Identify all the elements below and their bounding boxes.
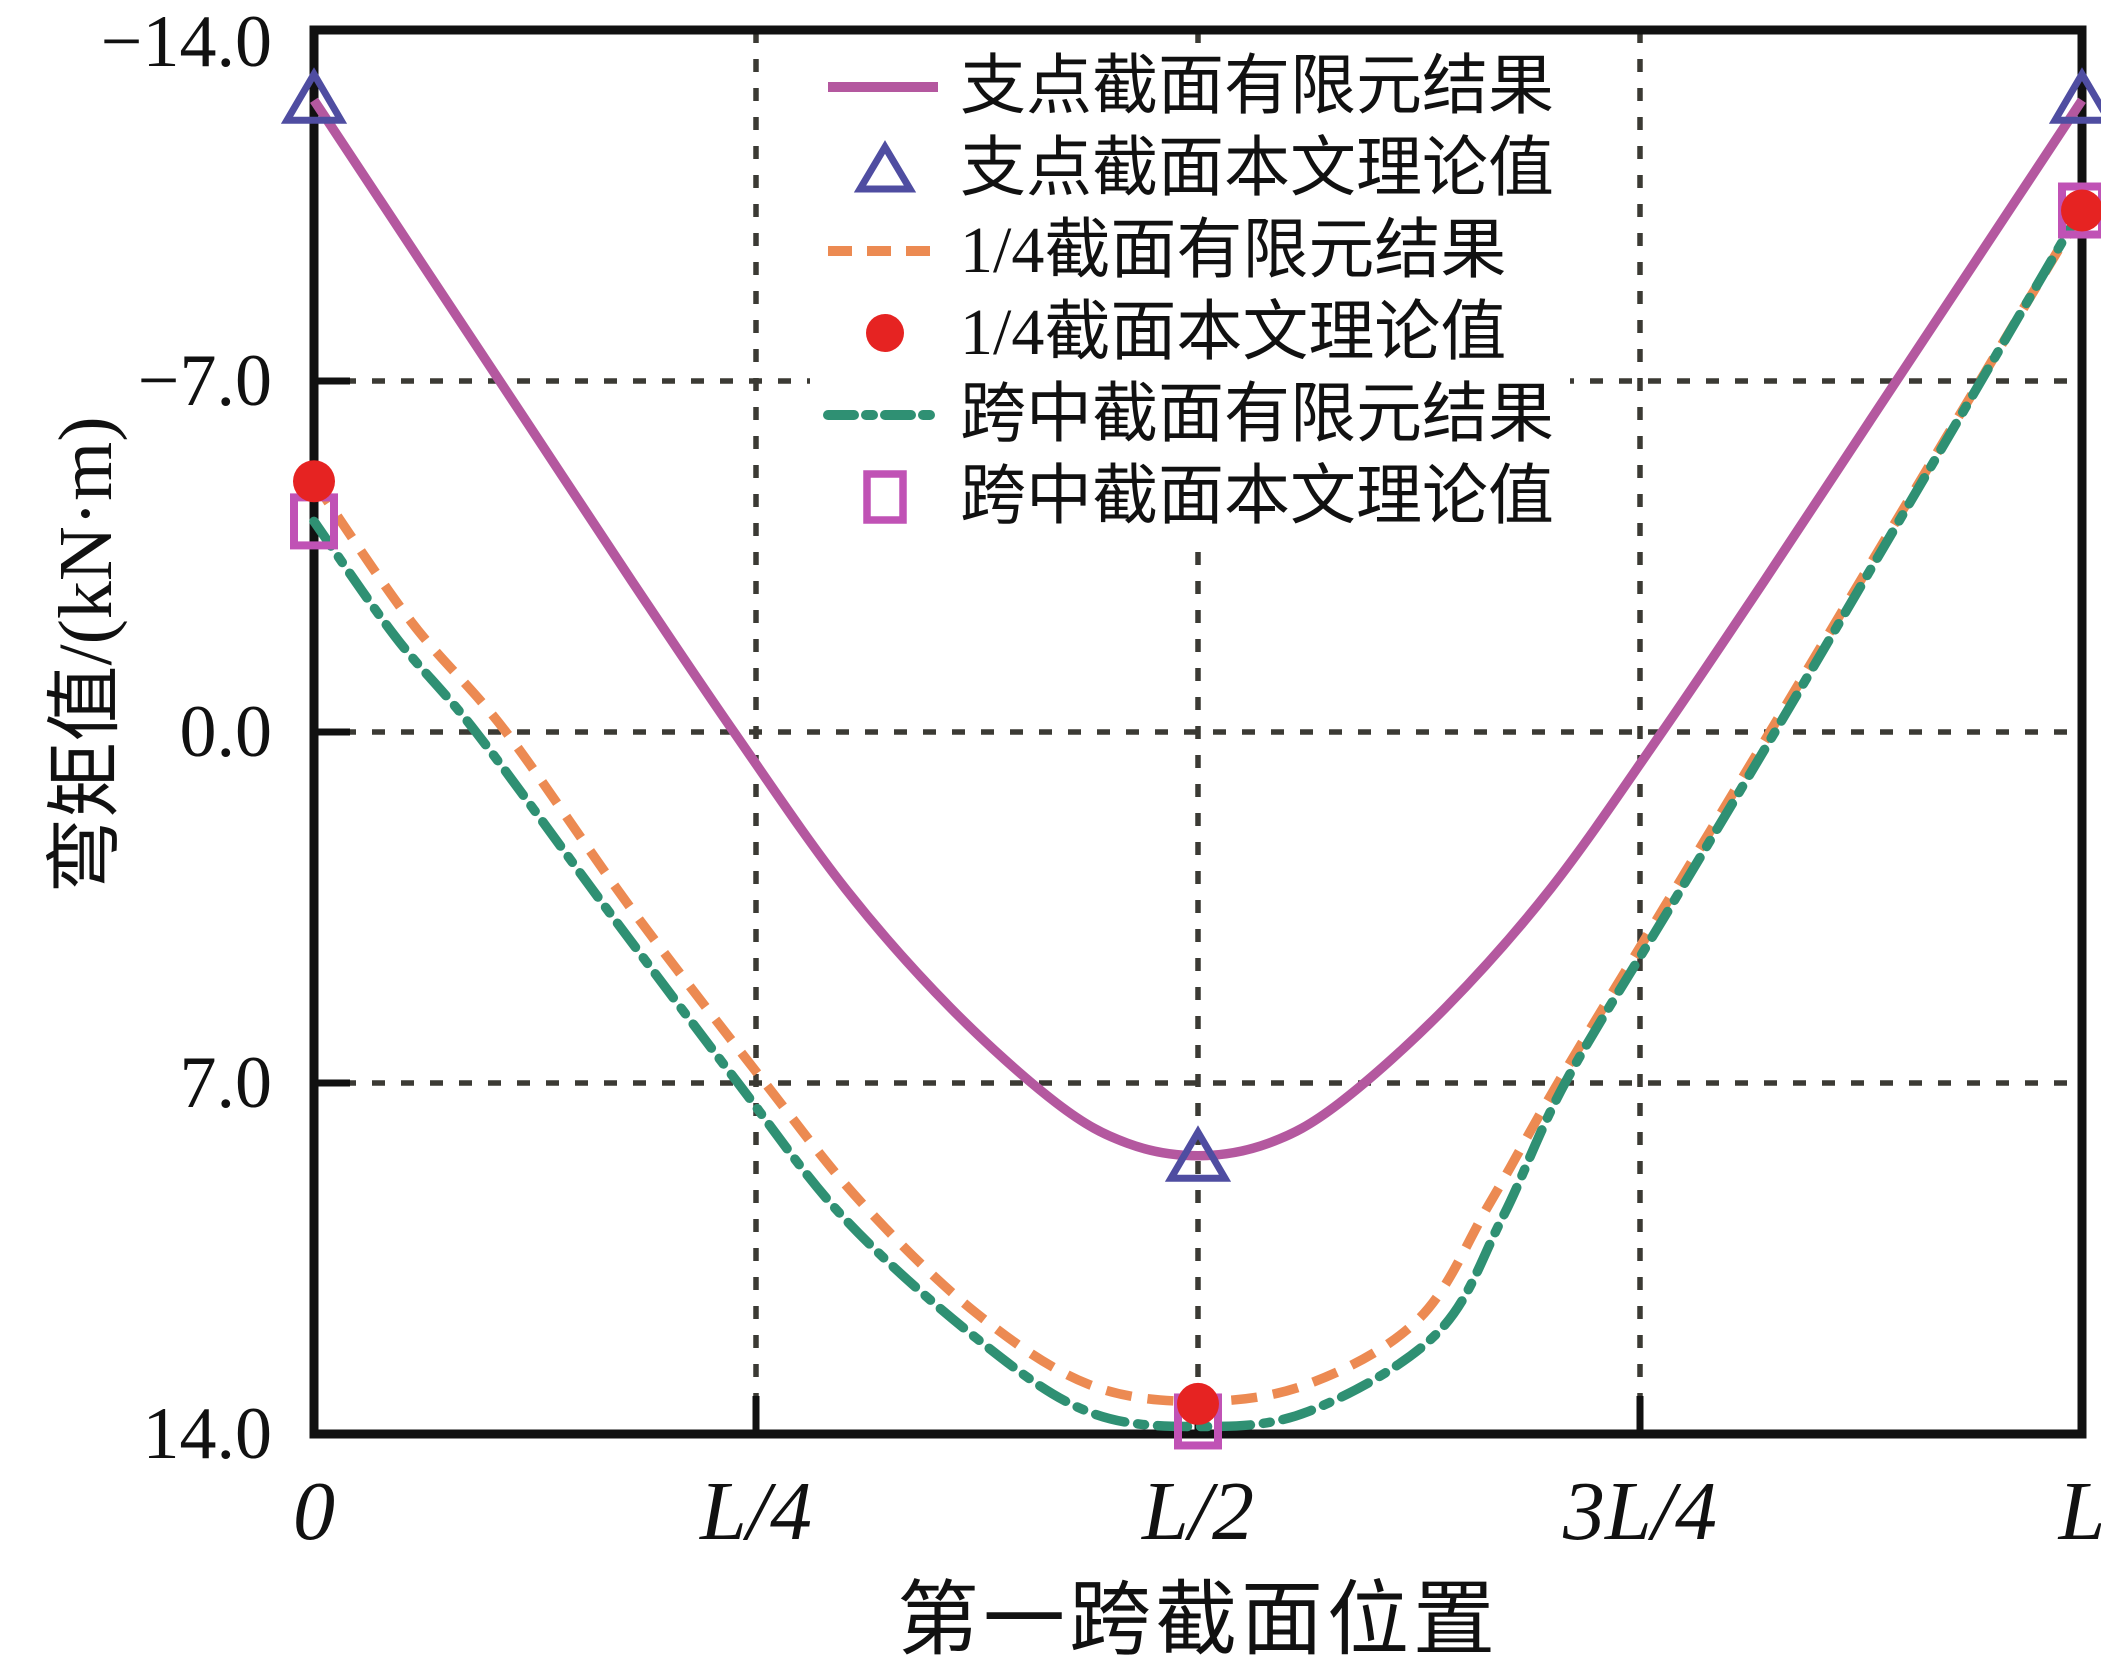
y-axis-title: 弯矩值/(kN·m) bbox=[44, 416, 128, 894]
legend-item-midspan-fem: 跨中截面有限元结果 bbox=[810, 374, 1570, 456]
dot-marker-icon bbox=[810, 292, 960, 374]
legend-item-quarter-theory: 1/4截面本文理论值 bbox=[810, 292, 1570, 374]
dashdot-line-swatch-icon bbox=[810, 374, 960, 456]
y-tick-label: 0.0 bbox=[179, 691, 273, 773]
legend-label: 1/4截面本文理论值 bbox=[960, 296, 1507, 369]
x-tick-label: L/4 bbox=[699, 1465, 813, 1558]
y-tick-label: 14.0 bbox=[142, 1393, 273, 1475]
dot-marker bbox=[1177, 1382, 1219, 1425]
y-tick-label: −7.0 bbox=[137, 340, 272, 422]
x-axis-title: 第一跨截面位置 bbox=[896, 1574, 1500, 1666]
series-line-dashdot bbox=[309, 203, 2087, 1432]
x-tick-label: 3L/4 bbox=[1562, 1465, 1718, 1558]
x-tick-label: L/2 bbox=[1141, 1465, 1255, 1558]
legend-label: 1/4截面有限元结果 bbox=[960, 214, 1507, 287]
dot-marker bbox=[293, 460, 335, 503]
y-tick-label: 7.0 bbox=[179, 1042, 273, 1124]
triangle-marker bbox=[280, 67, 348, 124]
legend-label: 支点截面本文理论值 bbox=[960, 132, 1554, 205]
square-marker-icon bbox=[810, 456, 960, 538]
triangle-marker bbox=[2048, 67, 2101, 124]
x-tick-label: L bbox=[2058, 1465, 2101, 1558]
legend-label: 跨中截面有限元结果 bbox=[960, 378, 1554, 451]
legend-label: 跨中截面本文理论值 bbox=[960, 460, 1554, 533]
legend-label: 支点截面有限元结果 bbox=[960, 50, 1554, 123]
series-line-solid bbox=[310, 97, 2086, 1161]
legend-item-midspan-theory: 跨中截面本文理论值 bbox=[810, 456, 1570, 538]
triangle-marker-icon bbox=[810, 128, 960, 210]
y-tick-label: −14.0 bbox=[100, 1, 272, 83]
solid-line-swatch-icon bbox=[810, 46, 960, 128]
legend-item-support-fem: 支点截面有限元结果 bbox=[810, 46, 1570, 128]
dot-marker bbox=[2061, 189, 2101, 232]
x-tick-label: 0 bbox=[293, 1465, 335, 1558]
triangle-marker bbox=[1164, 1125, 1232, 1182]
legend-item-support-theory: 支点截面本文理论值 bbox=[810, 128, 1570, 210]
dashed-line-swatch-icon bbox=[810, 210, 960, 292]
legend-item-quarter-fem: 1/4截面有限元结果 bbox=[810, 210, 1570, 292]
legend: 支点截面有限元结果 支点截面本文理论值 1/4截面有限元结果 1/4截面本文理论… bbox=[810, 46, 1570, 540]
